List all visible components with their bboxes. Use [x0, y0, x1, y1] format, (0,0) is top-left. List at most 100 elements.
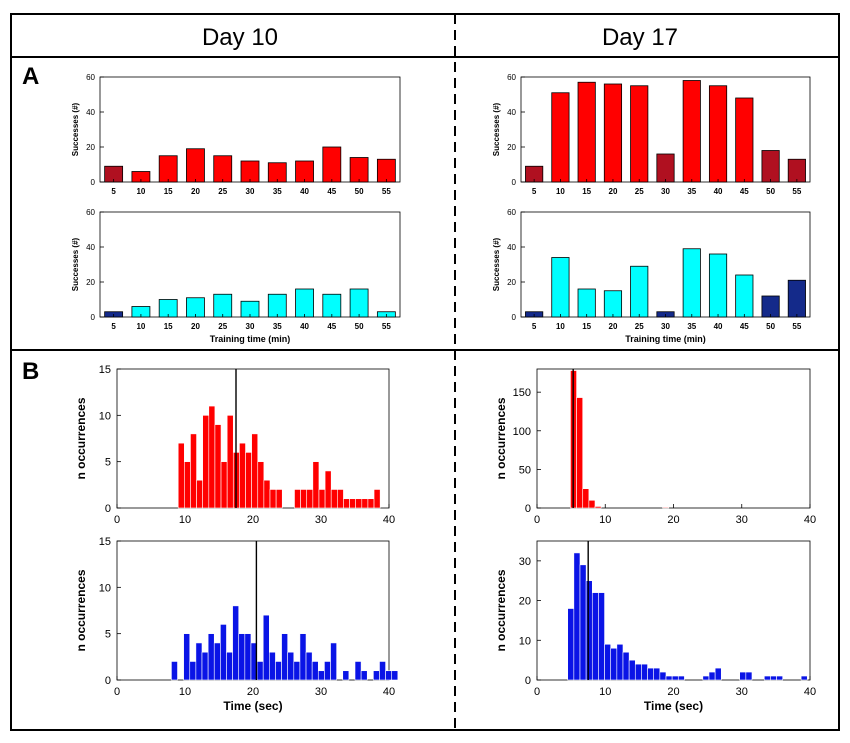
hist-bar: [281, 633, 288, 681]
x-tick-label: 5: [532, 322, 537, 331]
bar: [577, 288, 596, 318]
hist-bar: [800, 675, 808, 681]
x-tick-label: 30: [736, 514, 748, 526]
hist-bar: [214, 424, 222, 509]
panel-label-b: B: [22, 358, 39, 385]
bar: [761, 150, 780, 183]
x-tick-label: 50: [355, 187, 364, 196]
hist-bar: [324, 661, 331, 681]
hist-bar: [262, 614, 270, 681]
y-axis-label: Successes (#): [492, 102, 501, 156]
x-tick-label: 30: [246, 187, 255, 196]
x-tick-label: 30: [246, 322, 255, 331]
x-tick-label: 0: [114, 514, 120, 526]
chart-a1: 0 20 40 60 5 10 15 20 25 30 35 40 45 50 55 Successes (#…: [71, 73, 401, 196]
x-tick-label: 20: [667, 514, 679, 526]
y-tick-label: 40: [86, 243, 95, 252]
y-tick-label: 150: [513, 387, 531, 399]
hist-bar: [391, 670, 399, 681]
hist-bar: [659, 671, 667, 681]
hist-bar: [594, 506, 602, 509]
x-tick-label: 55: [382, 322, 391, 331]
hist-bar: [355, 498, 363, 509]
x-tick-label: 45: [740, 187, 749, 196]
y-axis-label: Successes (#): [71, 237, 80, 291]
hist-bar: [202, 415, 210, 509]
bar: [551, 257, 570, 318]
y-tick-label: 0: [512, 313, 517, 322]
hist-bar: [305, 651, 313, 681]
y-tick-label: 0: [105, 675, 111, 687]
x-tick-label: 40: [383, 514, 395, 526]
bar: [158, 155, 178, 183]
chart-b3: 0 5 10 15 0 10 20 30 40 n occurrences Time (sec): [74, 536, 399, 713]
hist-bar: [573, 552, 581, 681]
hist-bar: [269, 489, 277, 509]
hist-bar: [189, 661, 197, 681]
hist-bar: [770, 675, 777, 681]
x-axis-label: Training time (min): [625, 334, 706, 344]
hist-bar: [275, 489, 283, 509]
x-tick-label: 45: [740, 322, 749, 331]
x-tick-label: 40: [300, 322, 309, 331]
hist-bar: [714, 667, 722, 681]
hist-bar: [287, 651, 295, 681]
bar: [186, 148, 205, 183]
chart-a2: 0 20 40 60 5 10 15 20 25 30 35 40 45 50 55 Successes (#…: [492, 73, 811, 196]
chart-b4: 0 10 20 30 0 10 20 30 40 n occurrences Time (sec): [494, 540, 816, 713]
x-tick-label: 0: [534, 686, 540, 698]
hist-bar: [349, 498, 356, 509]
hist-bar: [776, 675, 783, 681]
hist-bar: [311, 661, 319, 681]
hist-bar: [171, 661, 178, 681]
hist-bar: [299, 633, 307, 681]
y-axis-label: n occurrences: [74, 397, 88, 479]
bar: [295, 160, 314, 183]
panel-label-a: A: [22, 63, 39, 90]
x-tick-label: 35: [273, 187, 282, 196]
x-tick-label: 10: [599, 686, 611, 698]
bar: [295, 288, 314, 318]
x-tick-label: 45: [327, 187, 336, 196]
x-tick-label: 10: [599, 514, 611, 526]
bar: [603, 290, 623, 318]
chart-a3: 0 20 40 60 5 10 15 20 25 30 35 40 45 50 55 Successes (#…: [71, 208, 401, 344]
x-axis-label: Training time (min): [210, 334, 291, 344]
hist-bar: [585, 580, 593, 681]
hist-bar: [238, 633, 246, 681]
chart-b2: 0 50 100 150 0 10 20 30 40 n occurrences: [494, 368, 816, 526]
x-tick-label: 55: [792, 187, 801, 196]
x-tick-label: 40: [804, 686, 816, 698]
hist-bar: [300, 489, 308, 509]
x-tick-label: 25: [635, 322, 644, 331]
x-tick-label: 40: [714, 322, 723, 331]
hist-bar: [196, 479, 203, 509]
hist-bar: [342, 670, 350, 681]
hist-bar: [208, 405, 216, 509]
x-tick-label: 25: [635, 187, 644, 196]
y-tick-label: 5: [105, 629, 111, 641]
hist-bar: [598, 592, 605, 681]
bar: [267, 293, 287, 318]
y-tick-label: 0: [512, 178, 517, 187]
hist-bar: [220, 461, 228, 509]
x-tick-label: 30: [315, 514, 327, 526]
y-tick-label: 5: [105, 457, 111, 469]
y-axis-label: Successes (#): [492, 237, 501, 291]
bar: [213, 155, 233, 183]
x-tick-label: 50: [766, 322, 775, 331]
x-tick-label: 0: [534, 514, 540, 526]
bar: [240, 160, 260, 183]
x-tick-label: 35: [687, 187, 696, 196]
bar: [349, 157, 369, 183]
hist-bar: [177, 442, 185, 509]
hist-bar: [579, 564, 587, 681]
bar: [349, 288, 369, 318]
hist-bar: [647, 667, 655, 681]
bar: [630, 85, 649, 183]
x-tick-label: 10: [556, 187, 565, 196]
y-tick-label: 0: [525, 675, 531, 687]
hist-bar: [269, 651, 276, 681]
x-axis-label: Time (sec): [644, 699, 703, 713]
